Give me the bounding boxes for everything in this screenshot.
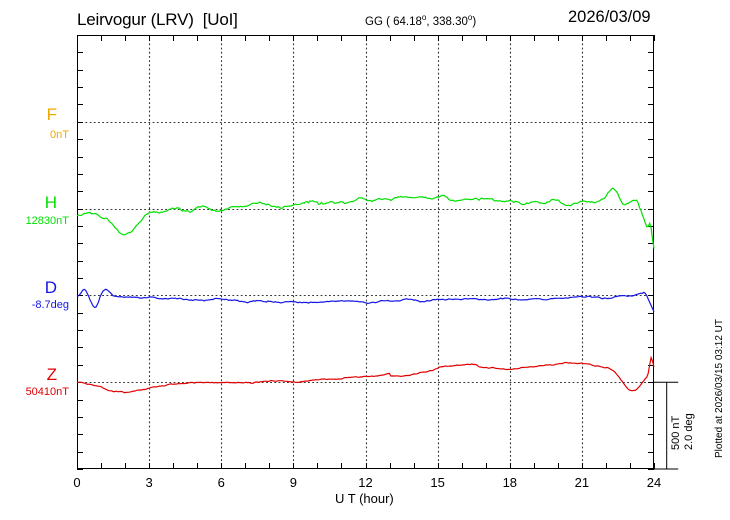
- svg-text:3: 3: [145, 475, 152, 490]
- svg-text:9: 9: [290, 475, 297, 490]
- svg-text:15: 15: [430, 475, 444, 490]
- svg-text:24: 24: [647, 475, 661, 490]
- svg-text:18: 18: [503, 475, 517, 490]
- svg-text:0: 0: [73, 475, 80, 490]
- svg-text:6: 6: [218, 475, 225, 490]
- svg-text:12: 12: [358, 475, 372, 490]
- svg-text:21: 21: [575, 475, 589, 490]
